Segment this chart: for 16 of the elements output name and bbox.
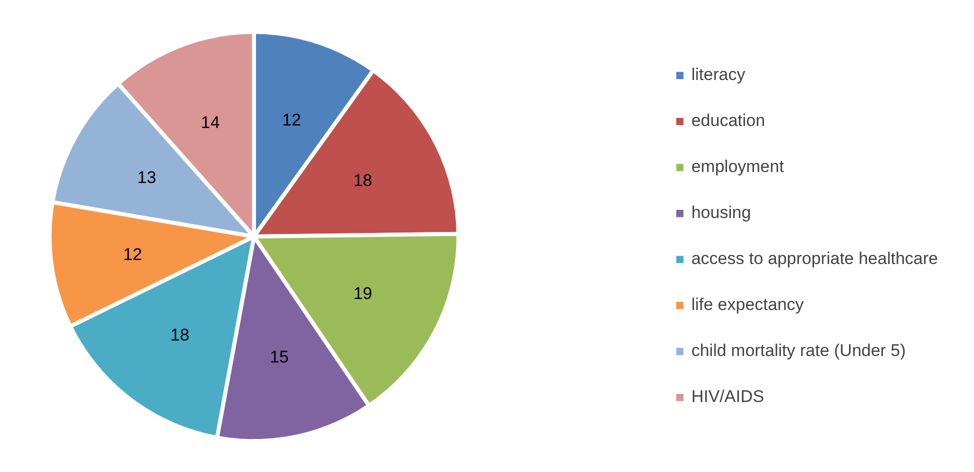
data-label: 18 — [170, 325, 190, 344]
legend-label: literacy — [691, 65, 746, 85]
legend-label: life expectancy — [691, 295, 804, 315]
data-label: 13 — [137, 168, 156, 187]
legend-label: employment — [691, 157, 784, 177]
legend-label: housing — [691, 203, 751, 223]
data-label: 15 — [270, 348, 289, 367]
legend-label: access to appropriate healthcare — [691, 249, 938, 269]
data-label: 12 — [282, 110, 302, 130]
data-label: 18 — [353, 170, 372, 190]
legend-label: child mortality rate (Under 5) — [691, 341, 906, 361]
data-label: 12 — [123, 244, 142, 264]
legend-label: HIV/AIDS — [691, 387, 764, 407]
legend-label: education — [691, 111, 766, 131]
data-label: 19 — [353, 284, 372, 304]
data-label: 14 — [200, 112, 220, 132]
